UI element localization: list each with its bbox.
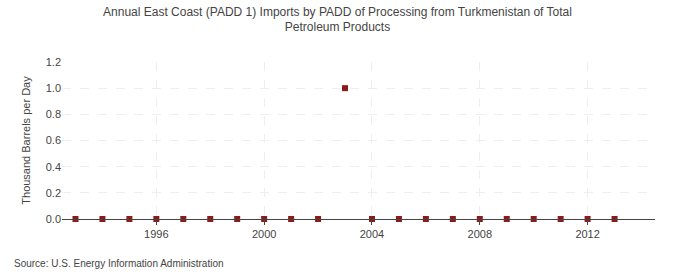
svg-text:2004: 2004 (360, 228, 384, 240)
svg-text:0.6: 0.6 (46, 134, 61, 146)
svg-text:2012: 2012 (575, 228, 599, 240)
svg-text:0.8: 0.8 (46, 108, 61, 120)
svg-text:2000: 2000 (252, 228, 276, 240)
svg-text:2008: 2008 (468, 228, 492, 240)
svg-text:1.2: 1.2 (46, 56, 61, 68)
svg-text:Annual East Coast (PADD 1) Imp: Annual East Coast (PADD 1) Imports by PA… (103, 5, 572, 35)
svg-text:0.0: 0.0 (46, 213, 61, 225)
svg-text:1996: 1996 (144, 228, 168, 240)
svg-text:Source: U.S. Energy Informatio: Source: U.S. Energy Information Administ… (14, 258, 224, 269)
svg-text:0.2: 0.2 (46, 187, 61, 199)
svg-text:0.4: 0.4 (46, 161, 61, 173)
svg-text:1.0: 1.0 (46, 82, 61, 94)
svg-text:Thousand Barrels per Day: Thousand Barrels per Day (20, 76, 32, 205)
